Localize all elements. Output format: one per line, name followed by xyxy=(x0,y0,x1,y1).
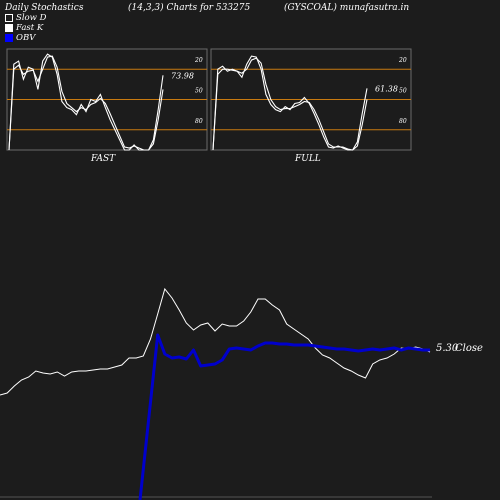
tick-label-20-fast: 20 xyxy=(194,57,203,64)
close-price-line xyxy=(0,287,431,396)
header-center: (14,3,3) Charts for 533275 xyxy=(128,3,251,13)
legend-swatch-fast-k xyxy=(5,24,13,32)
last-value-label-fast: 73.98 xyxy=(171,71,194,80)
tick-label-20-full: 20 xyxy=(398,57,407,64)
series-line-0-fast xyxy=(8,53,164,151)
legend-item-obv: OBV xyxy=(5,33,46,43)
series-line-1-full xyxy=(212,57,368,151)
legend-label-obv: OBV xyxy=(16,33,36,43)
legend-item-slow-d: Slow D xyxy=(5,13,46,23)
tick-label-50-full: 50 xyxy=(399,88,407,95)
close-last-value-label: 5.30 xyxy=(436,343,459,354)
legend-swatch-slow-d xyxy=(5,14,13,22)
last-value-label-full: 61.38 xyxy=(375,84,398,93)
series-line-1-fast xyxy=(8,55,164,151)
legend-label-slow-d: Slow D xyxy=(16,13,47,23)
obv-line xyxy=(138,333,430,500)
legend-label-fast-k: Fast K xyxy=(16,23,44,33)
tick-label-80-full: 80 xyxy=(399,118,407,125)
header-left: Daily Stochastics xyxy=(5,3,84,13)
series-line-0-full xyxy=(212,55,368,151)
tick-label-80-fast: 80 xyxy=(195,118,203,125)
panel-title-fast: FAST xyxy=(90,154,116,164)
legend-item-fast-k: Fast K xyxy=(5,23,46,33)
tick-label-50-fast: 50 xyxy=(195,88,203,95)
panel-title-full: FULL xyxy=(294,154,321,164)
header-right: (GYSCOAL) munafasutra.in xyxy=(284,3,410,13)
legend-swatch-obv xyxy=(5,34,13,42)
close-label: Close xyxy=(455,343,483,354)
legend: Slow D Fast K OBV xyxy=(5,13,46,43)
